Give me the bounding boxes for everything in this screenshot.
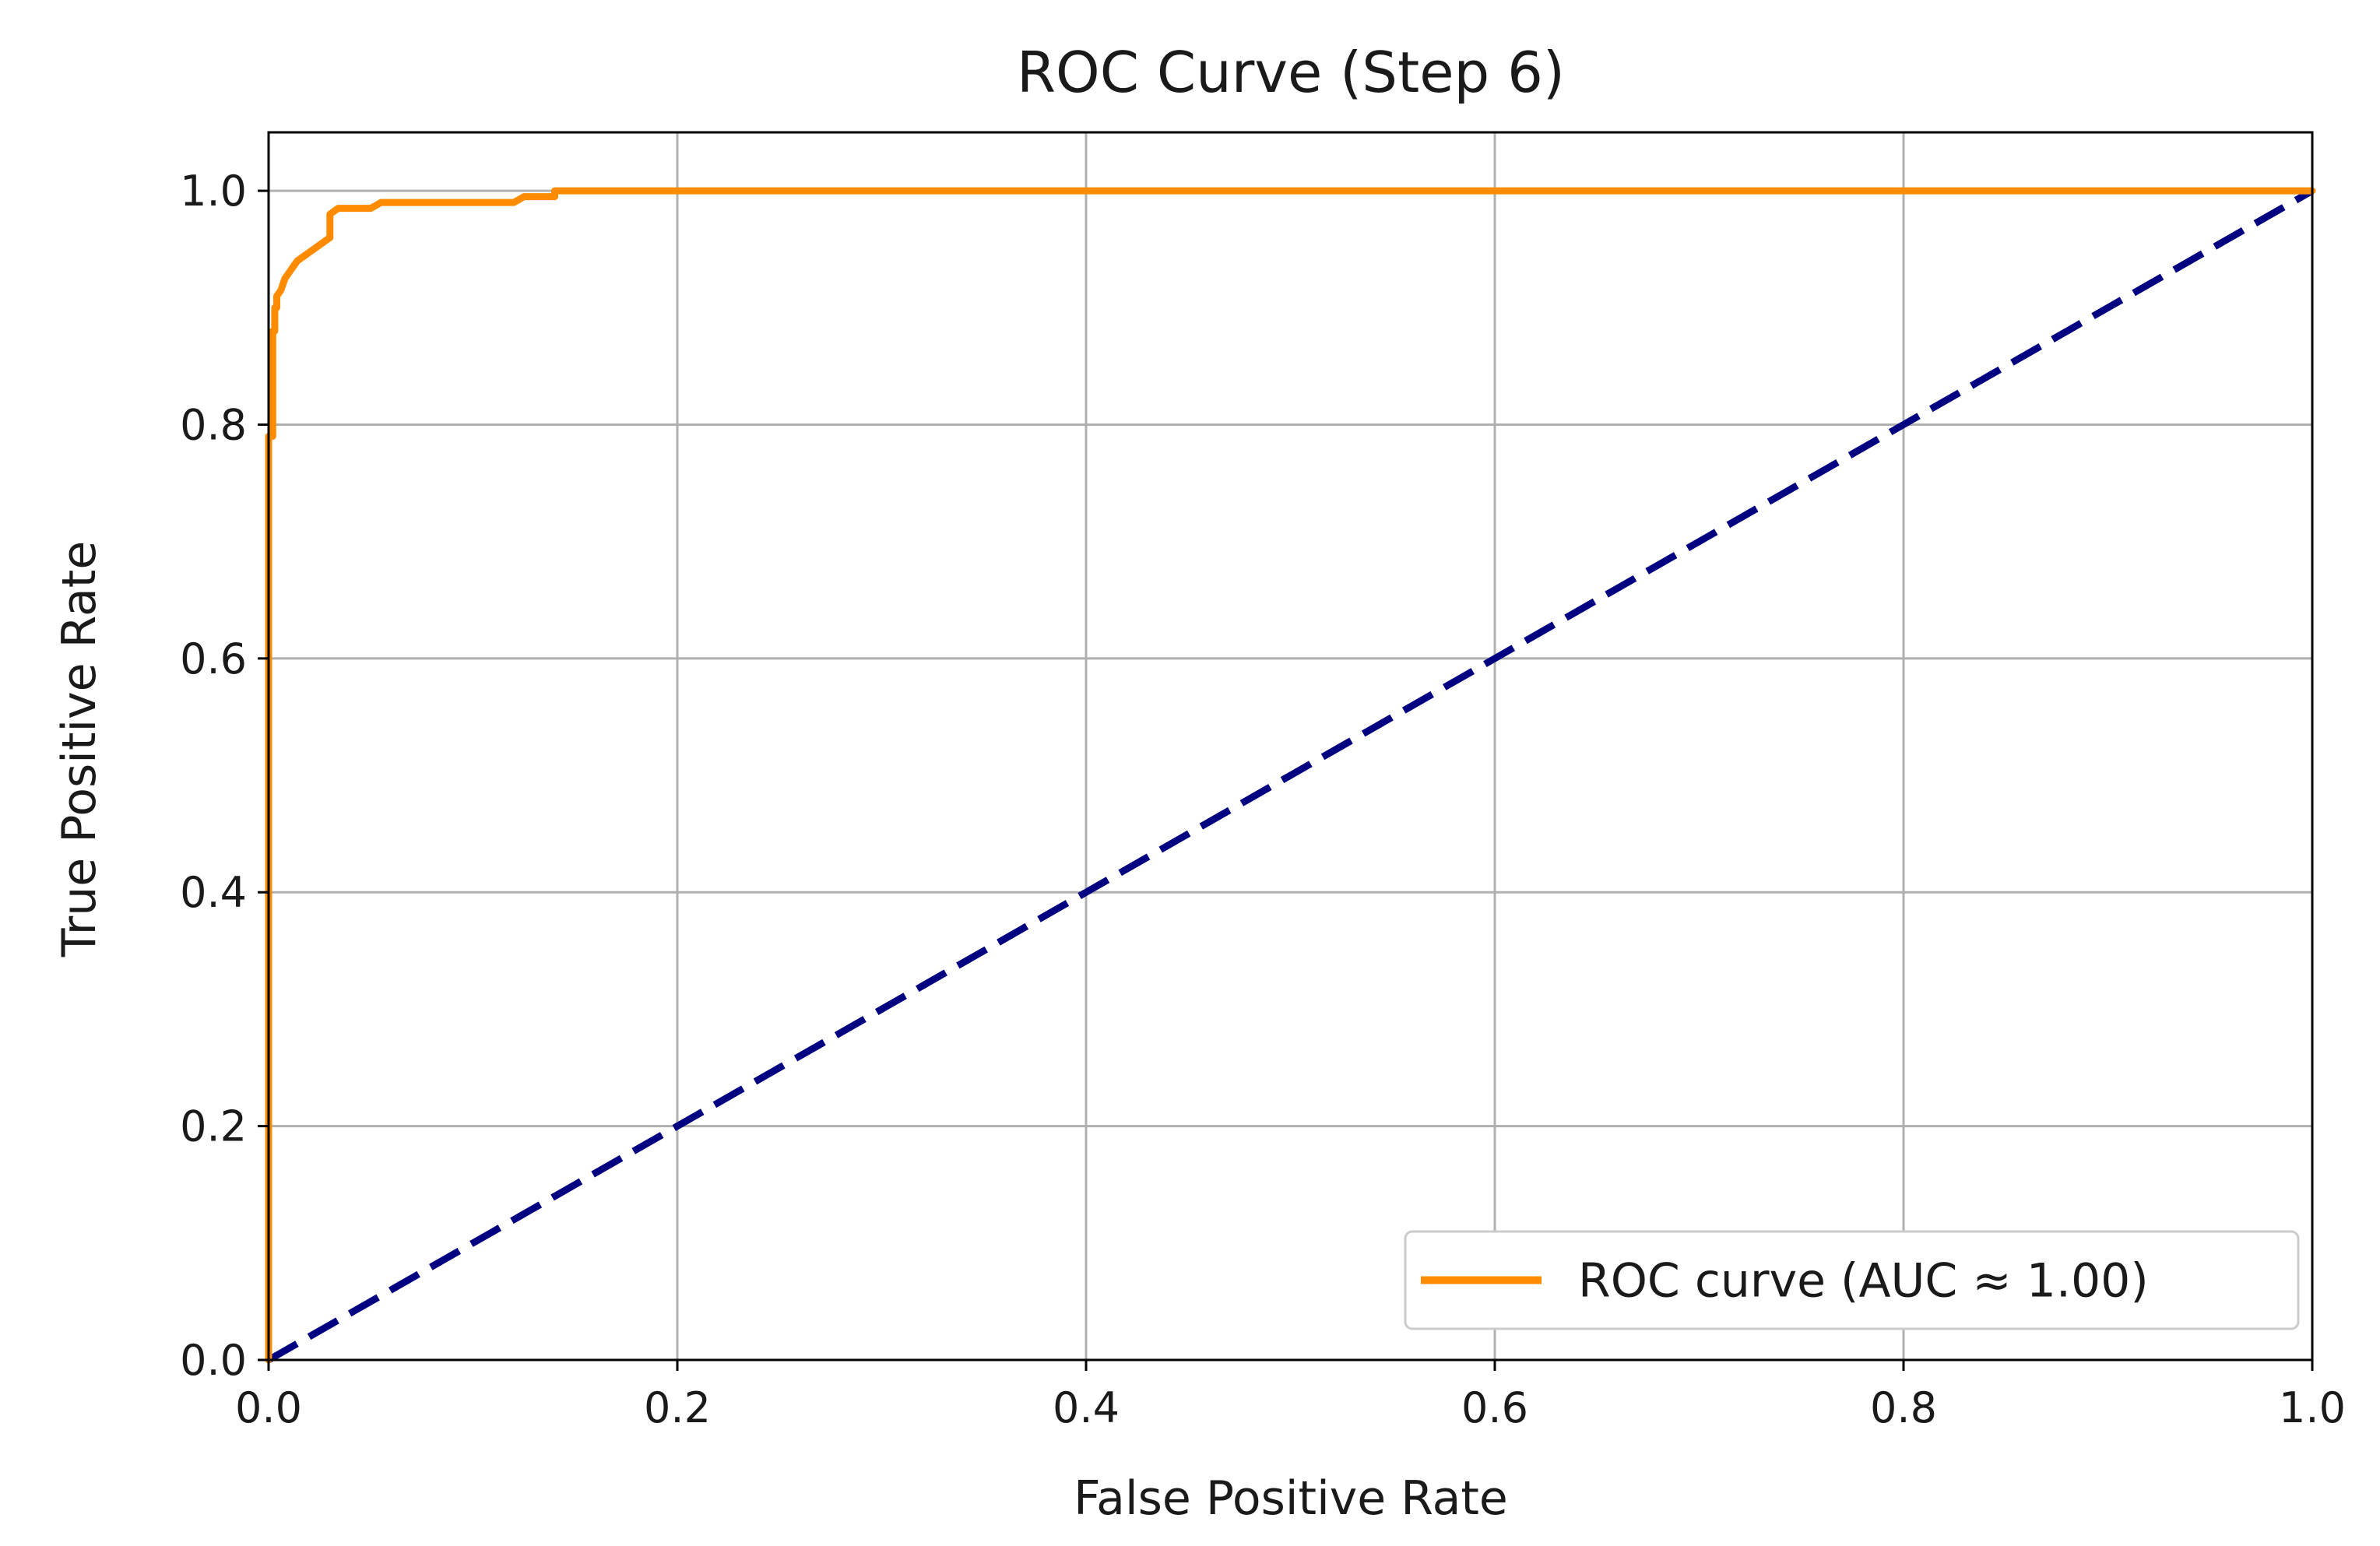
chart-title: ROC Curve (Step 6) xyxy=(1017,40,1565,105)
y-tick-label: 0.6 xyxy=(180,634,247,683)
roc-curve-line xyxy=(265,187,2316,1364)
chance-line xyxy=(266,188,2315,1363)
x-tick-label: 1.0 xyxy=(2279,1383,2346,1432)
y-tick-label: 0.8 xyxy=(180,400,247,449)
x-tick-label: 0.6 xyxy=(1461,1383,1528,1432)
y-tick-label: 0.0 xyxy=(180,1336,247,1385)
x-axis-label: False Positive Rate xyxy=(1074,1471,1508,1526)
y-axis-label: True Positive Rate xyxy=(52,541,107,957)
series-layer xyxy=(265,187,2316,1364)
grid xyxy=(267,132,2314,1362)
y-tick-label: 0.4 xyxy=(180,868,247,917)
x-tick-label: 0.0 xyxy=(235,1383,302,1432)
ticks: 0.0 0.2 0.4 0.6 0.8 1.0 0.0 0.2 0.4 0.6 0.8 1.0 xyxy=(180,167,2346,1432)
y-tick-label: 0.2 xyxy=(180,1102,247,1151)
plot-frame xyxy=(267,131,2314,1362)
x-tick-label: 0.4 xyxy=(1053,1383,1120,1432)
legend: ROC curve (AUC ≈ 1.00) xyxy=(1404,1230,2300,1330)
legend-box xyxy=(1404,1230,2300,1330)
x-tick-label: 0.2 xyxy=(644,1383,711,1432)
x-tick-label: 0.8 xyxy=(1870,1383,1937,1432)
y-tick-label: 1.0 xyxy=(180,167,247,216)
legend-label-roc: ROC curve (AUC ≈ 1.00) xyxy=(1578,1254,2149,1309)
